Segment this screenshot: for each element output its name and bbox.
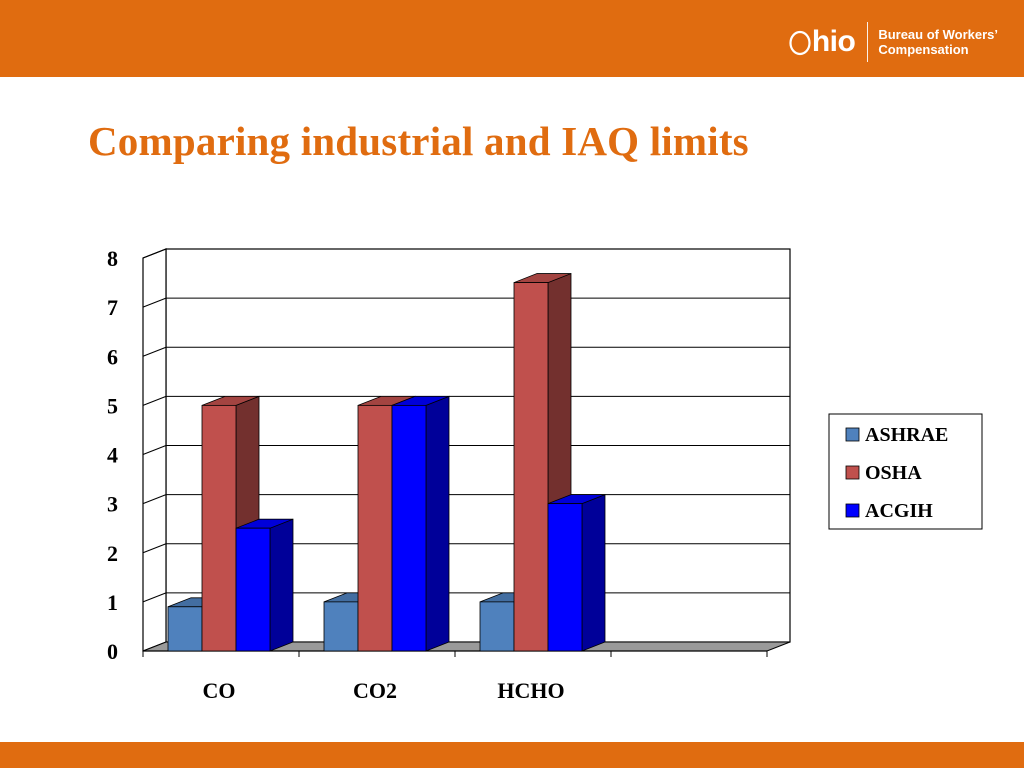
logo-word: hio — [811, 25, 856, 58]
bar-ashrae — [479, 601, 515, 652]
gridline-side — [142, 445, 167, 455]
bar-osha — [201, 404, 237, 652]
gridline-side — [142, 248, 167, 259]
header-bar: hio Bureau of Workers’ Compensation — [0, 0, 1024, 77]
logo-divider — [867, 22, 869, 62]
bar-side-acgih — [425, 395, 450, 652]
bar-side-acgih — [269, 518, 294, 652]
y-tick-label: 4 — [107, 443, 118, 468]
x-category-label: HCHO — [497, 678, 564, 703]
gridline-side — [142, 494, 167, 505]
legend-swatch-ashrae — [845, 427, 860, 442]
bar-osha — [357, 404, 393, 652]
gridline-side — [142, 543, 167, 554]
legend-label-acgih: ACGIH — [865, 500, 933, 522]
logo-org-name: Bureau of Workers’ Compensation — [878, 27, 998, 57]
bar-ashrae — [323, 601, 359, 652]
bar-chart: 0 1 2 3 4 5 6 7 8 CO CO2 HCHO ASHRAE OSHA ACGIH — [107, 246, 983, 703]
bar-acgih — [235, 527, 271, 652]
ohio-o-icon — [789, 30, 811, 56]
bar-ashrae — [167, 606, 203, 652]
legend-swatch-acgih — [845, 503, 860, 518]
x-category-label: CO — [203, 678, 236, 703]
bar-osha — [513, 282, 549, 652]
y-tick-label: 7 — [107, 295, 118, 320]
y-tick-label: 3 — [107, 492, 118, 517]
legend-swatch-osha — [845, 465, 860, 480]
y-tick-label: 5 — [107, 393, 118, 418]
gridline-side — [142, 592, 167, 603]
ohio-bwc-logo: hio Bureau of Workers’ Compensation — [789, 22, 998, 62]
logo-org-line2: Compensation — [878, 42, 969, 57]
legend-label-ashrae: ASHRAE — [865, 424, 948, 446]
gridline-side — [142, 297, 167, 308]
legend-label-osha: OSHA — [865, 462, 922, 484]
slide-title: Comparing industrial and IAQ limits — [88, 118, 749, 164]
gridline-side — [142, 395, 167, 406]
bar-acgih — [547, 503, 583, 652]
x-category-label: CO2 — [353, 678, 397, 703]
footer-bar — [0, 742, 1024, 768]
gridline-side — [142, 346, 167, 357]
y-tick-label: 8 — [107, 246, 118, 271]
bar-side-acgih — [581, 494, 606, 652]
bar-acgih — [391, 404, 427, 652]
y-tick-label: 6 — [107, 344, 118, 369]
y-tick-label: 1 — [107, 590, 118, 615]
y-tick-label: 0 — [107, 639, 118, 664]
y-tick-label: 2 — [107, 541, 118, 566]
logo-org-line1: Bureau of Workers’ — [878, 27, 998, 42]
